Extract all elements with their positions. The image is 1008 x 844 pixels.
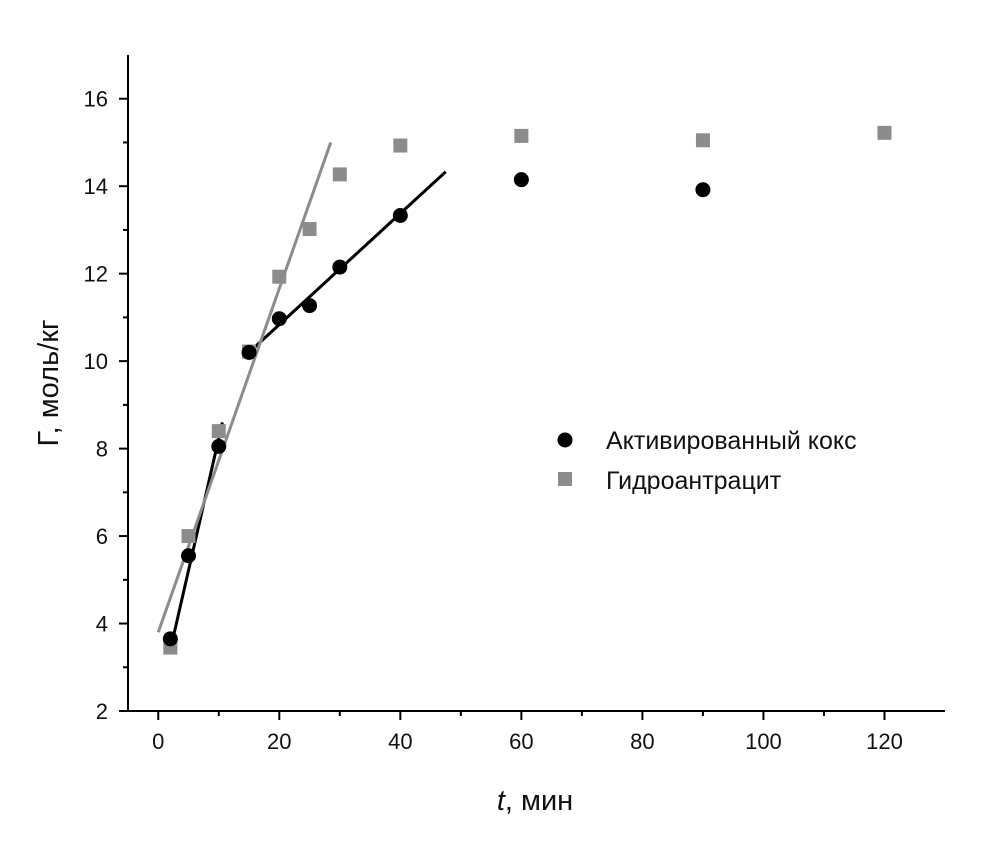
data-point-circle [162, 631, 178, 647]
data-point-circle [211, 438, 227, 454]
x-tick-label: 120 [866, 729, 903, 754]
y-tick-label: 16 [84, 87, 108, 112]
data-point-circle [392, 208, 408, 224]
y-tick-label: 6 [96, 524, 108, 549]
data-point-square [514, 128, 529, 143]
x-tick-label: 0 [152, 729, 164, 754]
legend-marker-circle [557, 432, 573, 448]
x-tick-label: 20 [267, 729, 291, 754]
y-tick-label: 12 [84, 262, 108, 287]
y-tick-label: 8 [96, 437, 108, 462]
data-point-square [272, 269, 287, 284]
data-point-circle [695, 182, 711, 198]
legend-label-0: Активированный кокс [606, 427, 857, 455]
x-tick-label: 80 [630, 729, 654, 754]
ticks: 0 20 40 60 80 100 120 2 4 6 8 10 12 14 16 [84, 87, 903, 754]
data-point-circle [271, 311, 287, 327]
data-point-square [332, 167, 347, 182]
x-axis-label-unit: , мин [505, 785, 573, 817]
y-tick-label: 10 [84, 349, 108, 374]
fit-line [168, 422, 224, 651]
legend-label-1: Гидроантрацит [606, 467, 782, 495]
legend: Активированный кокс Гидроантрацит [557, 427, 857, 495]
data-point-square [695, 133, 710, 148]
legend-marker-square [558, 472, 572, 486]
data-point-square [211, 424, 226, 439]
y-tick-label: 2 [96, 699, 108, 724]
data-point-circle [332, 259, 348, 275]
x-tick-label: 100 [745, 729, 782, 754]
data-point-square [302, 222, 317, 237]
x-axis-label: t, мин [497, 785, 573, 817]
y-tick-label: 14 [84, 174, 108, 199]
y-axis-label: Г, моль/кг [33, 319, 65, 446]
data-point-circle [302, 298, 318, 314]
data-point-square [181, 529, 196, 544]
x-tick-label: 40 [388, 729, 412, 754]
data-point-square [877, 125, 892, 140]
data-points [162, 125, 892, 655]
x-axis-label-var: t [497, 785, 507, 817]
y-tick-label: 4 [96, 612, 108, 637]
axes [127, 55, 945, 712]
data-point-circle [513, 172, 529, 188]
data-point-circle [181, 548, 197, 564]
data-point-circle [241, 344, 257, 360]
data-point-square [393, 138, 408, 153]
x-tick-label: 60 [509, 729, 533, 754]
